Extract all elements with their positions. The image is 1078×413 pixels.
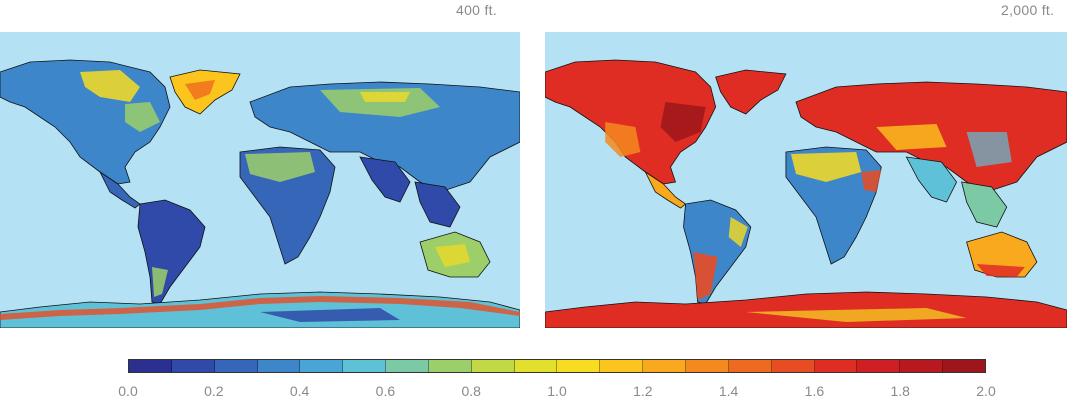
world-map-2000ft	[545, 32, 1067, 328]
region-australia-south	[976, 264, 1025, 277]
region-canada-north	[80, 70, 140, 102]
continent-south-asia	[359, 156, 411, 203]
region-horn-of-africa	[861, 170, 882, 192]
region-sahara	[245, 152, 315, 182]
region-brazil-east	[728, 217, 748, 247]
panel-label-400ft: 400 ft.	[456, 2, 498, 18]
continent-central-america	[644, 170, 687, 209]
colorbar-segment	[685, 360, 729, 372]
region-us-east	[660, 102, 706, 142]
colorbar-tick-label: 1.4	[718, 383, 739, 399]
colorbar-segment	[300, 360, 344, 372]
continent-south-asia	[905, 156, 958, 203]
region-antarctica-interior	[745, 308, 967, 322]
continent-central-america	[98, 170, 141, 209]
region-patagonia	[152, 267, 168, 297]
colorbar-segment	[557, 360, 601, 372]
colorbar-tick-label: 0.6	[375, 383, 396, 399]
colorbar-segment	[171, 360, 215, 372]
colorbar-segment	[900, 360, 944, 372]
colorbar-segment	[514, 360, 558, 372]
region-greenland-core	[185, 80, 215, 100]
colorbar-tick-label: 2.0	[976, 383, 996, 399]
colorbar-ticks: 0.0 0.2 0.4 0.6 0.8 1.0 1.2 1.4 1.6 1.8 2.0	[118, 383, 995, 403]
colorbar-segment	[428, 360, 472, 372]
colorbar-tick-label: 1.6	[804, 383, 825, 399]
colorbar	[128, 359, 986, 373]
colorbar-tick-label: 0.2	[204, 383, 224, 399]
region-siberia	[320, 88, 440, 117]
panel-label-2000ft: 2,000 ft.	[1001, 2, 1055, 18]
colorbar-segment	[129, 360, 172, 372]
colorbar-tick-label: 0.0	[118, 383, 138, 399]
map-svg-400ft	[0, 32, 520, 328]
region-north-russia	[360, 92, 410, 102]
map-svg-2000ft	[545, 32, 1067, 328]
colorbar-segment	[643, 360, 686, 372]
region-sahara	[790, 152, 862, 182]
region-canada-east	[125, 102, 160, 132]
continent-north-america	[545, 59, 717, 185]
region-argentina	[693, 252, 718, 300]
colorbar-tick-label: 1.0	[547, 383, 567, 399]
colorbar-tick-label: 1.2	[633, 383, 653, 399]
colorbar-segment	[814, 360, 858, 372]
region-australia-core	[435, 244, 470, 267]
region-central-asia	[876, 124, 947, 150]
colorbar-segment	[214, 360, 258, 372]
region-east-asia	[966, 132, 1012, 167]
colorbar-segment	[857, 360, 901, 372]
colorbar-segment	[386, 360, 429, 372]
colorbar-tick-label: 0.8	[461, 383, 481, 399]
world-map-400ft	[0, 32, 520, 328]
colorbar-segment	[771, 360, 815, 372]
colorbar-tick-label: 1.8	[890, 383, 910, 399]
continent-greenland	[715, 69, 787, 115]
continent-southeast-asia	[414, 181, 461, 228]
region-us-west	[605, 122, 641, 157]
region-antarctica-coast	[0, 296, 520, 320]
colorbar-segment	[943, 360, 985, 372]
colorbar-segment	[728, 360, 772, 372]
colorbar-tick-label: 0.4	[289, 383, 310, 399]
continent-southeast-asia	[961, 181, 1008, 228]
colorbar-segment	[343, 360, 387, 372]
colorbar-segment	[471, 360, 515, 372]
colorbar-segment	[600, 360, 644, 372]
region-antarctica-east	[260, 308, 400, 322]
colorbar-segment	[257, 360, 301, 372]
